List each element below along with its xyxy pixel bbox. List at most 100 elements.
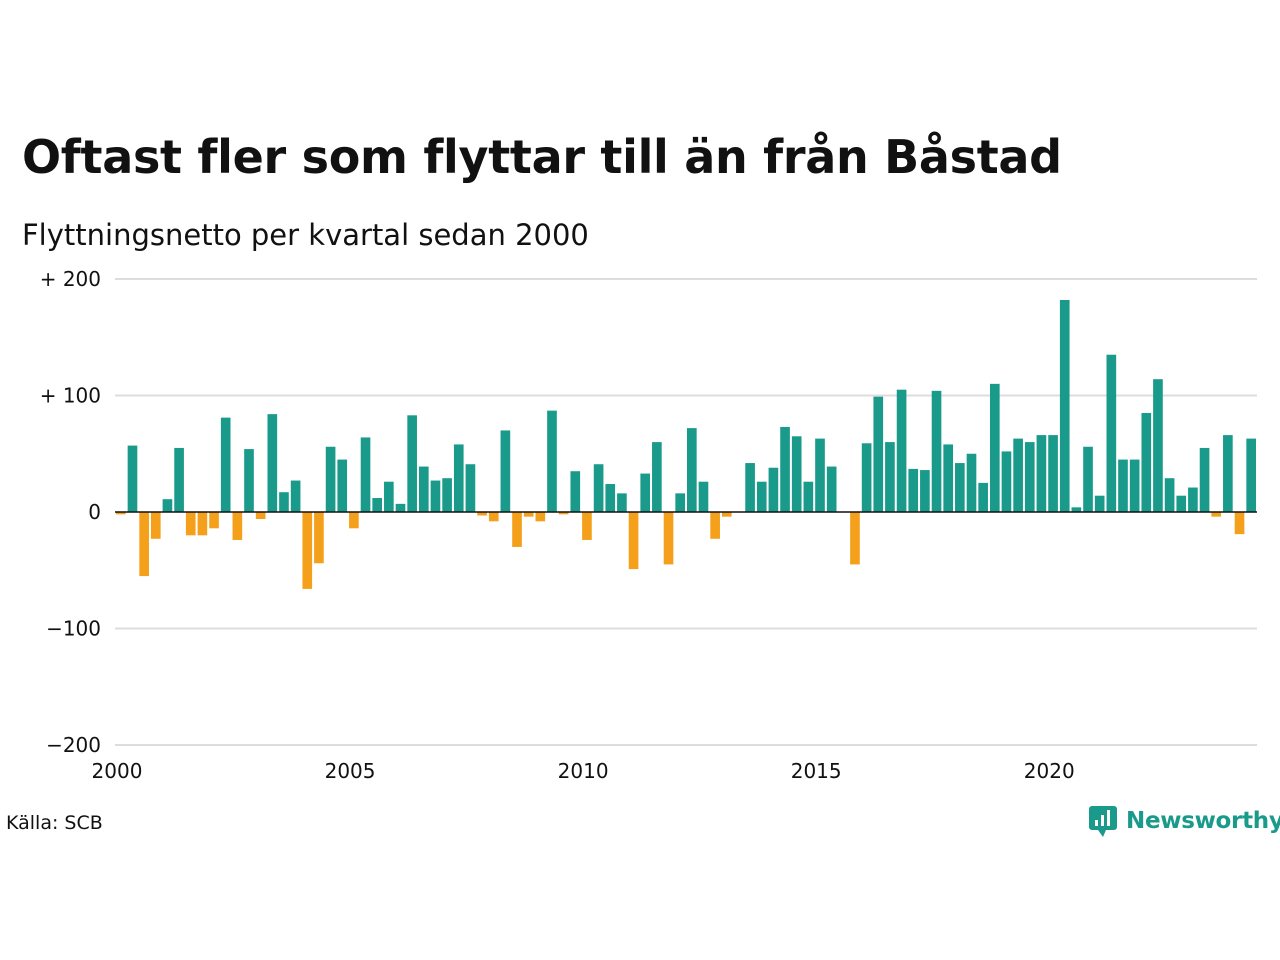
bar — [209, 512, 219, 529]
bar — [1246, 438, 1256, 512]
bar — [756, 481, 767, 512]
bar — [1036, 435, 1047, 512]
bar — [372, 498, 383, 512]
bar — [920, 470, 930, 512]
bar — [885, 442, 895, 512]
bar — [150, 512, 161, 539]
bar — [978, 482, 988, 513]
bar — [1199, 447, 1210, 512]
bar — [1129, 459, 1140, 512]
bar — [116, 512, 126, 515]
bar — [127, 445, 138, 512]
bar — [360, 437, 371, 512]
chart-title: Oftast fler som flyttar till än från Bås… — [22, 130, 1062, 184]
bar — [1024, 442, 1035, 512]
bar — [255, 512, 266, 519]
bar — [1059, 299, 1070, 512]
bar — [279, 492, 289, 512]
bar — [931, 390, 942, 512]
y-tick-label: −100 — [46, 617, 101, 641]
bar — [826, 466, 837, 512]
bar — [1188, 487, 1198, 512]
bar — [663, 512, 674, 565]
bar — [1153, 379, 1163, 512]
bar — [453, 444, 464, 512]
bar — [558, 512, 569, 515]
bar — [302, 512, 313, 589]
bar — [220, 417, 231, 512]
bar — [442, 478, 452, 512]
bar-chart-logo-icon — [1089, 806, 1117, 837]
x-tick-label: 2020 — [1024, 759, 1075, 783]
bar — [1118, 459, 1128, 512]
bar — [966, 453, 977, 512]
bar — [197, 512, 208, 536]
bar — [162, 499, 173, 512]
bar — [698, 481, 709, 512]
newsworthy-logo: Newsworthy — [1088, 804, 1280, 838]
bar — [523, 512, 534, 517]
bar — [652, 442, 662, 512]
y-tick-label: + 200 — [40, 267, 101, 291]
bar — [873, 396, 884, 512]
bar — [384, 481, 394, 512]
bar — [617, 493, 627, 512]
bar — [407, 415, 417, 512]
bar — [512, 512, 522, 547]
bar — [861, 443, 872, 512]
bar — [547, 410, 557, 512]
bar — [1164, 478, 1175, 512]
bar — [943, 444, 954, 512]
bar — [139, 512, 149, 577]
bar — [675, 493, 685, 512]
bars — [116, 299, 1256, 589]
bar — [395, 503, 406, 512]
bar — [267, 414, 278, 512]
y-tick-label: 0 — [88, 500, 101, 524]
bar — [314, 512, 324, 564]
bar — [1013, 438, 1023, 512]
bar — [1048, 435, 1058, 512]
brand-name: Newsworthy — [1126, 808, 1280, 834]
bar — [185, 512, 196, 536]
x-tick-label: 2000 — [92, 759, 143, 783]
bar — [290, 480, 301, 512]
bar — [430, 480, 441, 512]
chart-subtitle: Flyttningsnetto per kvartal sedan 2000 — [22, 218, 589, 252]
bar — [710, 512, 720, 539]
bar — [1211, 512, 1222, 517]
bar — [1094, 495, 1105, 512]
bar — [232, 512, 243, 540]
bar — [628, 512, 639, 570]
bar — [174, 447, 184, 512]
bar — [803, 481, 814, 512]
bar — [687, 428, 697, 512]
bar — [582, 512, 592, 540]
bar — [337, 459, 348, 512]
x-tick-label: 2005 — [325, 759, 376, 783]
x-tick-label: 2015 — [791, 759, 842, 783]
y-tick-label: −200 — [46, 733, 101, 757]
bar — [593, 464, 604, 512]
bar — [896, 389, 907, 512]
bar — [721, 512, 732, 517]
bar — [418, 466, 429, 512]
bar — [570, 471, 581, 512]
bar — [1141, 412, 1152, 512]
bar — [908, 468, 919, 512]
x-tick-label: 2010 — [558, 759, 609, 783]
bar — [244, 449, 254, 512]
bar — [465, 464, 476, 512]
bar — [850, 512, 860, 565]
bar — [745, 463, 755, 512]
bar — [1176, 495, 1187, 512]
bar — [488, 512, 499, 522]
bar — [535, 512, 546, 522]
bar — [815, 438, 825, 512]
bar — [1234, 512, 1245, 535]
bar — [989, 383, 1000, 512]
bar — [349, 512, 359, 529]
bar — [1223, 435, 1233, 512]
